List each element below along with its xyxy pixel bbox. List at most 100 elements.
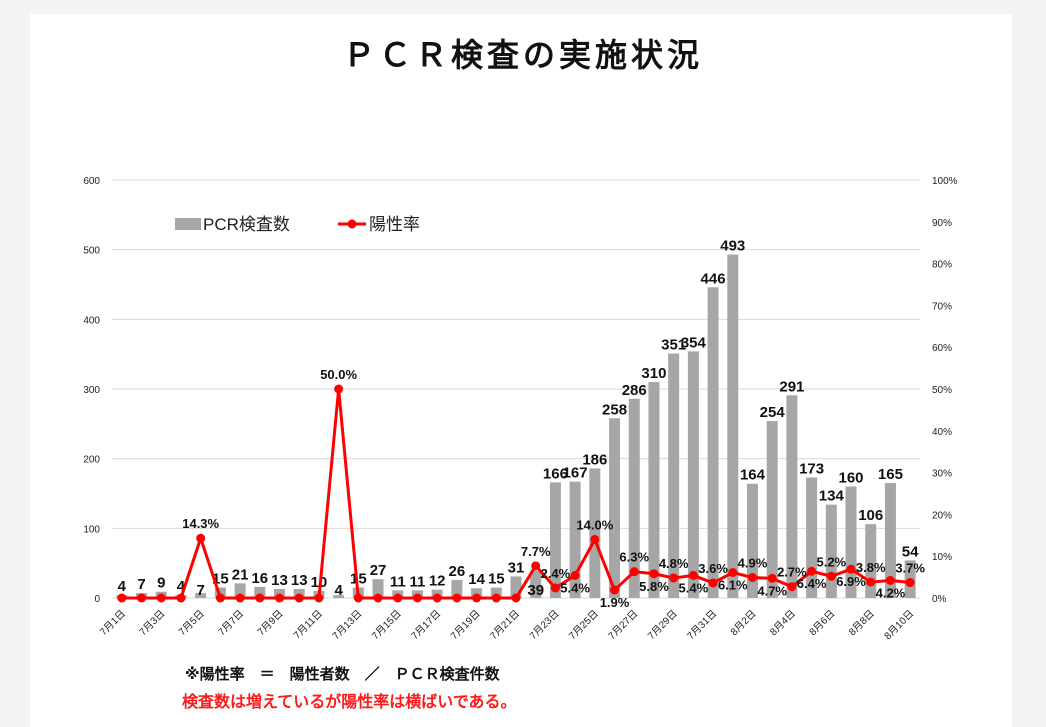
rate-value-label: 5.4% — [679, 580, 709, 595]
bar — [648, 382, 660, 598]
rate-point — [432, 593, 442, 603]
rate-point — [708, 578, 718, 588]
rate-point — [294, 593, 304, 603]
bar — [372, 579, 384, 598]
bar — [589, 468, 601, 598]
bar-value-label: 39 — [527, 582, 544, 599]
x-tick-label: 7月17日 — [409, 608, 443, 642]
x-tick-label: 7月3日 — [137, 608, 167, 638]
bar — [451, 579, 463, 598]
bar-value-label: 173 — [799, 460, 824, 477]
rate-value-label: 5.8% — [639, 579, 669, 594]
x-tick-label: 7月13日 — [330, 608, 364, 642]
rate-point — [669, 573, 679, 583]
rate-value-label: 2.4% — [541, 566, 571, 581]
rate-point — [590, 534, 600, 544]
bar-value-label: 291 — [779, 378, 804, 395]
right-tick-label: 60% — [932, 343, 952, 354]
bar — [490, 587, 502, 598]
x-tick-label: 8月10日 — [882, 608, 916, 642]
rate-value-label: 6.4% — [797, 576, 827, 591]
bar — [234, 583, 246, 598]
rate-point — [156, 593, 166, 603]
rate-value-label: 4.7% — [757, 583, 787, 598]
bar-value-label: 16 — [251, 570, 268, 587]
right-tick-label: 20% — [932, 510, 952, 521]
rate-point — [807, 566, 817, 576]
x-tick-label: 7月29日 — [645, 608, 679, 642]
bar — [687, 351, 699, 598]
x-tick-label: 8月8日 — [846, 608, 876, 638]
rate-point — [787, 582, 797, 592]
bar-value-label: 15 — [350, 571, 367, 588]
rate-point — [314, 593, 324, 603]
bar — [884, 483, 896, 598]
x-tick-label: 8月6日 — [807, 608, 837, 638]
bar-value-label: 4 — [334, 582, 343, 599]
slide-background — [30, 14, 1012, 727]
bar-value-label: 106 — [858, 507, 883, 524]
rate-value-label: 5.4% — [560, 580, 590, 595]
rate-point — [452, 593, 462, 603]
bar — [214, 587, 226, 598]
bar-value-label: 12 — [429, 573, 446, 590]
bar-value-label: 27 — [370, 562, 387, 579]
right-tick-label: 100% — [932, 176, 958, 187]
bar-value-label: 310 — [641, 365, 666, 382]
rate-point — [176, 593, 186, 603]
bar — [274, 588, 286, 598]
bar-value-label: 164 — [740, 467, 766, 484]
rate-point — [472, 593, 482, 603]
x-tick-label: 7月31日 — [685, 608, 719, 642]
bar-value-label: 14 — [468, 571, 485, 588]
rate-point — [255, 593, 265, 603]
rate-point — [393, 593, 403, 603]
x-tick-label: 7月7日 — [216, 608, 246, 638]
bar-value-label: 13 — [271, 572, 288, 589]
bar-value-label: 186 — [582, 451, 607, 468]
rate-value-label: 1.9% — [600, 595, 630, 610]
bar — [845, 486, 857, 598]
bar-value-label: 4 — [118, 578, 127, 595]
bar — [510, 576, 522, 598]
rate-value-label: 4.9% — [738, 556, 768, 571]
rate-point — [117, 593, 127, 603]
bar-value-label: 165 — [878, 466, 903, 483]
bar — [746, 483, 758, 598]
right-tick-label: 70% — [932, 301, 952, 312]
rate-point — [629, 567, 639, 577]
x-tick-label: 8月2日 — [728, 608, 758, 638]
bar-value-label: 258 — [602, 401, 627, 418]
bar — [806, 477, 818, 598]
rate-point — [610, 585, 620, 595]
left-tick-label: 300 — [83, 385, 100, 396]
rate-point — [905, 578, 915, 588]
bar-value-label: 7 — [137, 576, 145, 593]
bar-value-label: 286 — [622, 382, 647, 399]
bar — [293, 588, 305, 598]
legend-bar-swatch — [175, 218, 201, 230]
bar-value-label: 351 — [661, 336, 686, 353]
rate-point — [550, 583, 560, 593]
right-tick-label: 0% — [932, 594, 947, 605]
rate-point — [885, 575, 895, 585]
rate-point — [196, 533, 206, 543]
legend-bar-label: PCR検査数 — [203, 215, 290, 234]
x-tick-label: 7月25日 — [567, 608, 601, 642]
bar-value-label: 7 — [197, 582, 205, 599]
bar-value-label: 160 — [839, 470, 864, 487]
x-tick-label: 7月27日 — [606, 608, 640, 642]
rate-point — [215, 593, 225, 603]
left-tick-label: 100 — [83, 524, 100, 535]
bar-value-label: 54 — [902, 543, 919, 560]
rate-point — [531, 561, 541, 571]
rate-point — [767, 573, 777, 583]
chart-title: ＰＣＲ検査の実施状況 — [342, 36, 703, 74]
x-tick-label: 7月11日 — [291, 608, 325, 642]
conclusion-note: 検査数は増えているが陽性率は横ばいである。 — [182, 692, 517, 711]
x-tick-label: 7月9日 — [255, 608, 285, 638]
bar-value-label: 15 — [488, 571, 505, 588]
x-tick-label: 7月1日 — [97, 608, 127, 638]
rate-point — [570, 570, 580, 580]
